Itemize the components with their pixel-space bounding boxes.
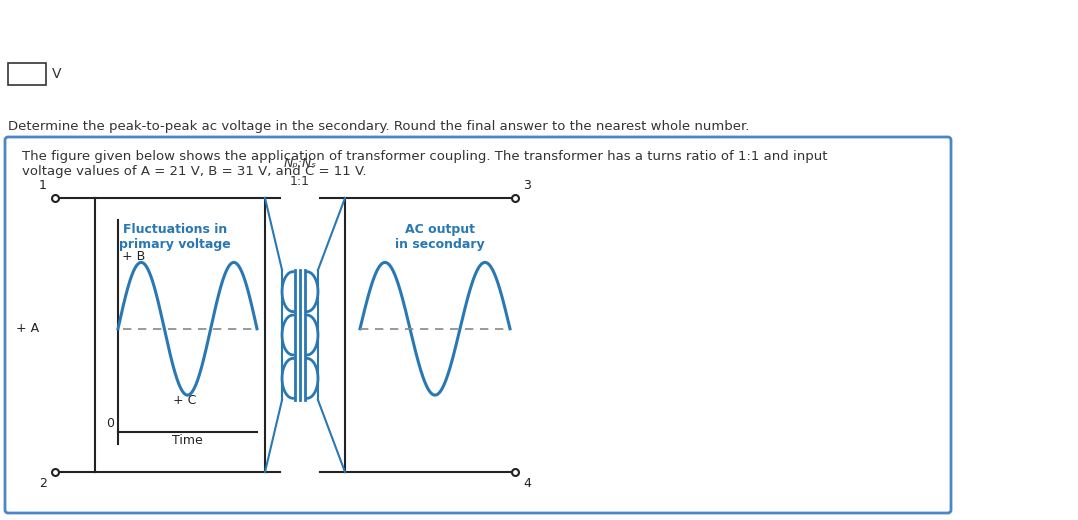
Text: 2: 2 [39, 477, 47, 490]
Text: + C: + C [172, 394, 196, 407]
Text: 1:1: 1:1 [290, 175, 310, 188]
Text: 4: 4 [523, 477, 530, 490]
Text: Fluctuations in
primary voltage: Fluctuations in primary voltage [120, 223, 231, 251]
Text: 0: 0 [106, 417, 114, 430]
Text: + B: + B [122, 251, 146, 264]
Text: The figure given below shows the application of transformer coupling. The transf: The figure given below shows the applica… [22, 150, 828, 178]
Text: + A: + A [16, 322, 39, 335]
FancyBboxPatch shape [8, 63, 46, 85]
Text: 1: 1 [39, 179, 47, 192]
Text: AC output
in secondary: AC output in secondary [396, 223, 485, 251]
Text: 3: 3 [523, 179, 530, 192]
Text: Time: Time [172, 434, 203, 447]
Text: Determine the peak-to-peak ac voltage in the secondary. Round the final answer t: Determine the peak-to-peak ac voltage in… [8, 120, 749, 133]
Text: V: V [52, 67, 61, 81]
Text: Nₚ:Nₛ: Nₚ:Nₛ [284, 157, 317, 170]
